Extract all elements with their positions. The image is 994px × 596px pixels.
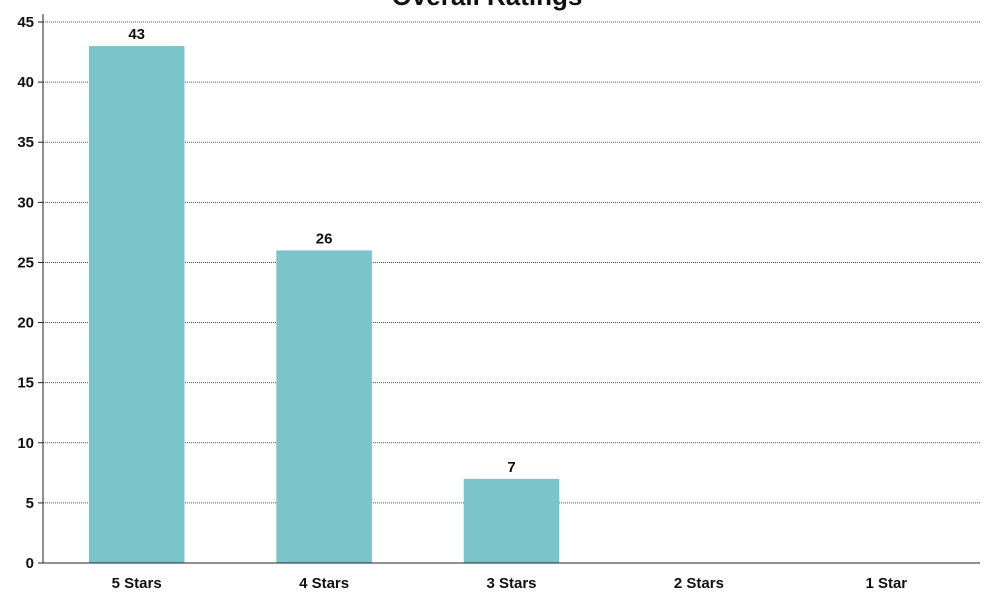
y-tick-label: 20	[17, 315, 34, 332]
y-tick-label: 10	[17, 435, 34, 452]
y-tick-label: 40	[17, 74, 34, 91]
data-label: 7	[507, 459, 515, 476]
y-tick-label: 25	[17, 254, 34, 271]
x-tick-label: 1 Star	[865, 575, 907, 592]
x-tick-label: 5 Stars	[112, 575, 162, 592]
data-label: 43	[128, 26, 145, 43]
axes	[38, 14, 980, 564]
x-tick-label: 4 Stars	[299, 575, 349, 592]
gridlines	[43, 21, 980, 504]
bar	[88, 46, 185, 564]
data-label: 26	[316, 230, 333, 247]
labels: 0 5 10 15 20 25 30 35 40 45 43 5 Stars 26 4 Stars 7 3 S…	[17, 14, 907, 592]
y-tick-label: 0	[26, 555, 34, 572]
bar	[463, 478, 560, 563]
y-tick-label: 30	[17, 194, 34, 211]
x-tick-label: 2 Stars	[674, 575, 724, 592]
y-tick-label: 35	[17, 134, 34, 151]
y-tick-label: 15	[17, 375, 34, 392]
bars	[88, 46, 560, 564]
bar	[276, 250, 372, 563]
y-tick-label: 45	[17, 14, 34, 31]
y-tick-label: 5	[26, 495, 34, 512]
x-tick-label: 3 Stars	[486, 575, 536, 592]
chart-title: Overall Ratings	[392, 0, 583, 11]
